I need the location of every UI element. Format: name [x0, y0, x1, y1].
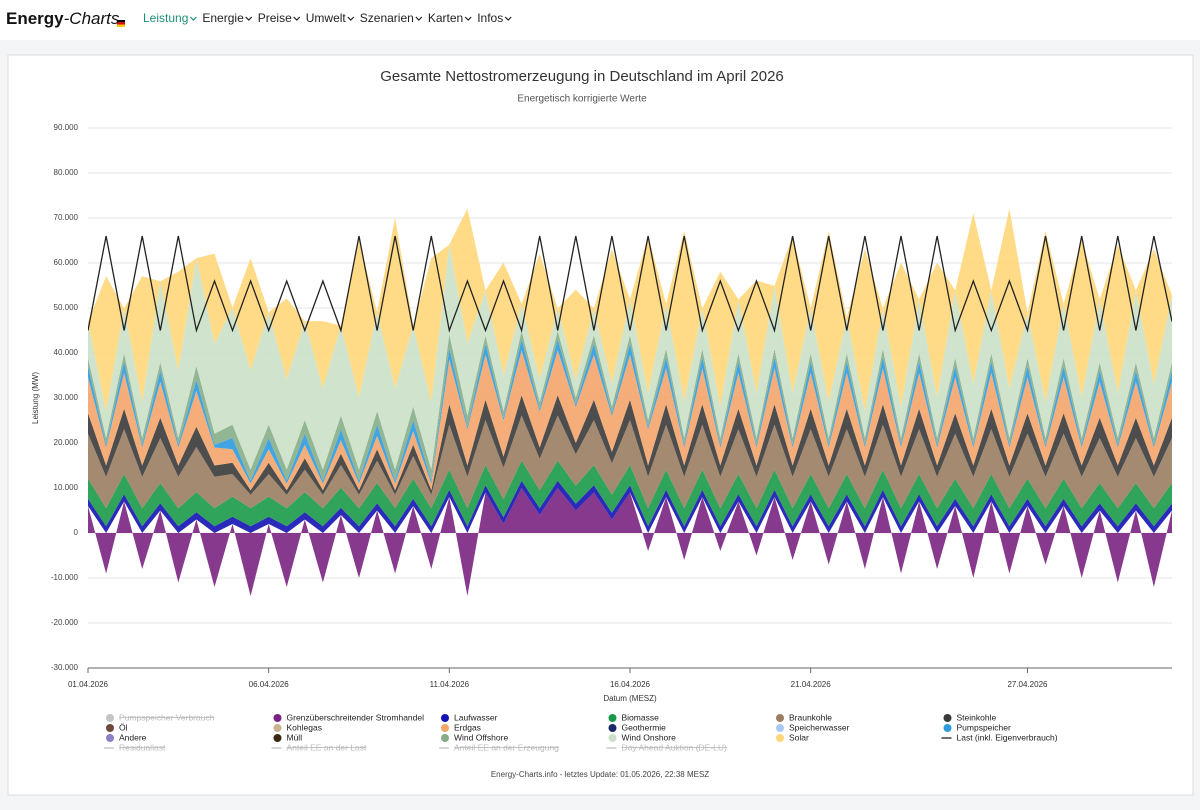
area [88, 350, 1172, 491]
y-tick-label: 80.000 [54, 168, 79, 177]
chart-subtitle: Energetisch korrigierte Werte [517, 94, 647, 105]
x-axis-label: Datum (MESZ) [603, 694, 657, 703]
logo-main[interactable]: Energy [6, 9, 64, 28]
legend-label[interactable]: Kohlegas [287, 722, 322, 732]
y-tick-label: 0 [74, 528, 79, 537]
legend-label[interactable]: Day Ahead Auktion (DE-LU) [622, 742, 728, 752]
area [88, 395, 1172, 495]
y-tick-label: 30.000 [54, 393, 79, 402]
x-tick-label: 27.04.2026 [1007, 680, 1048, 689]
legend-label[interactable]: Wind Onshore [622, 732, 677, 742]
nav-item[interactable]: Karten [428, 11, 463, 25]
y-tick-label: 10.000 [54, 483, 79, 492]
legend-dot[interactable] [273, 724, 282, 732]
nav-chevron[interactable] [347, 16, 355, 21]
area [88, 460, 1172, 527]
legend-label[interactable]: Anteil EE an der Last [287, 742, 367, 752]
y-tick-label: 70.000 [54, 213, 79, 222]
legend-label[interactable]: Pumpspeicher Verbrauch [119, 712, 215, 722]
legend-dot[interactable] [106, 724, 114, 732]
legend-dot[interactable] [776, 714, 784, 722]
legend-label[interactable]: Wind Offshore [454, 732, 508, 742]
area [88, 488, 1172, 596]
legend-dot[interactable] [273, 714, 282, 722]
area [88, 480, 1172, 533]
legend-dot[interactable] [943, 714, 952, 722]
legend-dot[interactable] [106, 734, 114, 742]
nav-chevron[interactable] [464, 16, 472, 21]
x-tick-label: 01.04.2026 [68, 680, 109, 689]
x-tick-label: 21.04.2026 [791, 680, 832, 689]
y-tick-label: -10.000 [51, 573, 79, 582]
logo-italic[interactable]: -Charts [64, 9, 120, 28]
chart-title: Gesamte Nettostromerzeugung in Deutschla… [380, 68, 784, 85]
area [88, 244, 1172, 470]
legend-dot[interactable] [608, 714, 617, 722]
area [88, 208, 1172, 412]
legend-dot[interactable] [273, 734, 282, 742]
nav-item[interactable]: Leistung [143, 11, 188, 25]
y-tick-label: 40.000 [54, 348, 79, 357]
y-tick-label: 20.000 [54, 438, 79, 447]
legend-label[interactable]: Speicherwasser [789, 722, 850, 732]
area [88, 330, 1172, 481]
y-tick-label: -30.000 [51, 663, 79, 672]
legend-label[interactable]: Anteil EE an der Erzeugung [454, 742, 559, 752]
legend-dot[interactable] [441, 724, 449, 732]
legend-dot[interactable] [106, 714, 114, 722]
legend-label[interactable]: Erdgas [454, 722, 481, 732]
legend-label[interactable]: Braunkohle [789, 712, 832, 722]
x-tick-label: 11.04.2026 [430, 680, 470, 689]
legend-label[interactable]: Andere [119, 732, 147, 742]
nav-item[interactable]: Umwelt [306, 11, 347, 25]
legend-label[interactable]: Grenzüberschreitender Stromhandel [287, 712, 425, 722]
legend-dot[interactable] [608, 724, 617, 732]
y-tick-label: -20.000 [51, 618, 79, 627]
plot [88, 208, 1172, 596]
logo[interactable]: Energy-Charts [6, 9, 120, 28]
y-tick-label: 50.000 [54, 303, 79, 312]
legend-label[interactable]: Öl [119, 722, 128, 732]
legend-label[interactable]: Pumpspeicher [957, 722, 1012, 732]
area [88, 339, 1172, 484]
legend-label[interactable]: Steinkohle [957, 712, 997, 722]
y-tick-label: 90.000 [54, 123, 79, 132]
y-axis-label: Leistung (MW) [31, 372, 40, 424]
nav-bar [0, 0, 1200, 40]
nav-chevron[interactable] [504, 16, 512, 21]
nav-chevron[interactable] [415, 16, 423, 21]
nav-menu: Leistung Energie Preise Umwelt Szenarien Kart… [143, 11, 512, 25]
legend-label[interactable]: Müll [287, 732, 303, 742]
legend-label[interactable]: Residuallast [119, 742, 166, 752]
nav-chevron[interactable] [245, 16, 253, 21]
x-tick-label: 06.04.2026 [249, 680, 290, 689]
nav-item[interactable]: Preise [258, 11, 292, 25]
footer: Energy-Charts.info - letztes Update: 01.… [491, 770, 709, 779]
x-tick-label: 16.04.2026 [610, 680, 651, 689]
legend-label[interactable]: Biomasse [622, 712, 660, 722]
legend-label[interactable]: Last (inkl. Eigenverbrauch) [957, 732, 1058, 742]
nav-item[interactable]: Infos [477, 11, 503, 25]
legend-dot[interactable] [608, 734, 617, 742]
legend-dot[interactable] [776, 734, 784, 742]
line [88, 235, 1172, 333]
legend-dot[interactable] [776, 724, 784, 732]
legend-label[interactable]: Laufwasser [454, 712, 498, 722]
area [88, 415, 1172, 509]
legend-dot[interactable] [441, 714, 449, 722]
nav-chevron[interactable] [189, 16, 197, 21]
legend-dot[interactable] [943, 724, 952, 732]
nav-item[interactable]: Energie [202, 11, 244, 25]
legend-label[interactable]: Geothermie [622, 722, 667, 732]
flag [117, 20, 125, 27]
legend-dot[interactable] [441, 734, 449, 742]
legend-label[interactable]: Solar [789, 732, 809, 742]
y-tick-label: 60.000 [54, 258, 79, 267]
nav-item[interactable]: Szenarien [360, 11, 414, 25]
nav-chevron[interactable] [293, 16, 301, 21]
legend: Pumpspeicher Verbrauch Grenzüberschreiten… [104, 712, 1058, 752]
